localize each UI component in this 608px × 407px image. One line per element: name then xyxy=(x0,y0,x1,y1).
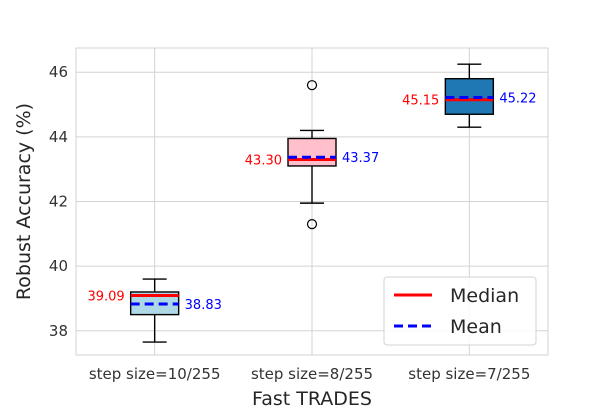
x-axis-label: Fast TRADES xyxy=(252,388,372,407)
y-tick-label: 44 xyxy=(49,128,68,146)
median-value-label: 43.30 xyxy=(245,153,282,168)
x-axis-ticks: step size=10/255 step size=8/255 step size… xyxy=(89,365,531,383)
box-group: 45.15 45.22 xyxy=(402,63,537,128)
y-tick-label: 46 xyxy=(49,63,68,81)
plot-area-frame xyxy=(75,47,549,356)
mean-value-label: 43.37 xyxy=(342,151,379,166)
legend: Median Mean xyxy=(383,276,537,346)
y-tick-label: 42 xyxy=(49,193,68,211)
box-group: 39.09 38.83 xyxy=(87,278,222,343)
legend-mean-label: Mean xyxy=(450,316,502,338)
median-value-label: 45.15 xyxy=(402,94,439,109)
box-group: 43.30 43.37 xyxy=(245,80,379,230)
y-tick-label: 38 xyxy=(49,322,68,340)
x-tick-label: step size=7/255 xyxy=(408,365,530,383)
outlier-point xyxy=(306,219,318,230)
x-tick-label: step size=8/255 xyxy=(251,365,373,383)
boxes: 39.09 38.83 43.30 43.37 45.15 45.22 xyxy=(87,63,537,343)
y-axis-label: Robust Accuracy (%) xyxy=(13,103,35,300)
x-tick-label: step size=10/255 xyxy=(89,365,221,383)
mean-value-label: 38.83 xyxy=(185,298,222,313)
box-body xyxy=(287,137,337,167)
median-value-label: 39.09 xyxy=(87,290,124,305)
mean-value-label: 45.22 xyxy=(499,91,536,106)
y-tick-label: 40 xyxy=(49,257,68,275)
outlier-point xyxy=(306,80,318,91)
y-axis-ticks: 38 40 42 44 46 xyxy=(49,63,68,340)
legend-median-label: Median xyxy=(450,285,519,307)
